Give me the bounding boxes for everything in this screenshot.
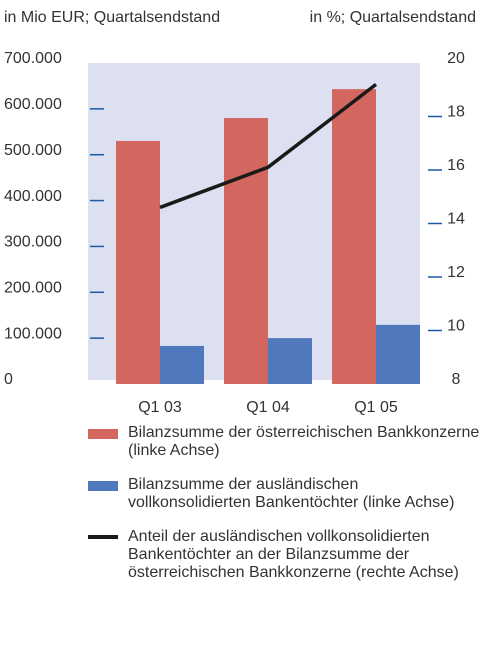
y-tick-label: 100.000 (4, 325, 62, 342)
bar (376, 324, 420, 384)
legend: Bilanzsumme der österreichischen Bankkon… (88, 424, 480, 598)
y2-tick-label: 10 (447, 318, 465, 335)
x-tick-label: Q1 04 (246, 399, 290, 416)
y-tick-label: 600.000 (4, 96, 62, 113)
x-tick-label: Q1 05 (354, 399, 398, 416)
y2-tick-label: 16 (447, 157, 465, 174)
y2-tick-label: 8 (452, 371, 461, 388)
bar (160, 345, 204, 384)
legend-item: Bilanzsumme der ausländischen vollkonsol… (88, 476, 480, 512)
legend-swatch (88, 481, 118, 491)
y-tick-label: 0 (4, 371, 13, 388)
bar (268, 338, 312, 384)
bar (332, 89, 376, 384)
line (159, 83, 378, 210)
y2-tick-label: 20 (447, 50, 465, 67)
legend-label: Anteil der ausländischen vollkonsolidier… (128, 528, 459, 581)
legend-item: Bilanzsumme der österreichischen Bankkon… (88, 424, 480, 460)
x-tick-label: Q1 03 (138, 399, 182, 416)
y-tick-label: 200.000 (4, 280, 62, 297)
legend-swatch (88, 429, 118, 439)
legend-label: Bilanzsumme der ausländischen vollkonsol… (128, 476, 455, 511)
y-tick-label: 400.000 (4, 188, 62, 205)
y-tick-label: 700.000 (4, 50, 62, 67)
y-tick-label: 300.000 (4, 234, 62, 251)
y2-axis-label: in %; Quartalsendstand (310, 9, 476, 26)
plot: in Mio EUR; Quartalsendstand in %; Quart… (4, 9, 476, 416)
bar (116, 140, 160, 384)
y2-tick-label: 14 (447, 211, 465, 228)
legend-item: Anteil der ausländischen vollkonsolidier… (88, 528, 480, 582)
legend-swatch (88, 535, 118, 539)
y-tick-label: 500.000 (4, 142, 62, 159)
y2-tick-label: 18 (447, 104, 465, 121)
y2-tick-label: 12 (447, 264, 465, 281)
y-axis-label: in Mio EUR; Quartalsendstand (4, 9, 220, 26)
legend-label: Bilanzsumme der österreichischen Bankkon… (128, 424, 480, 459)
bar (224, 118, 268, 385)
